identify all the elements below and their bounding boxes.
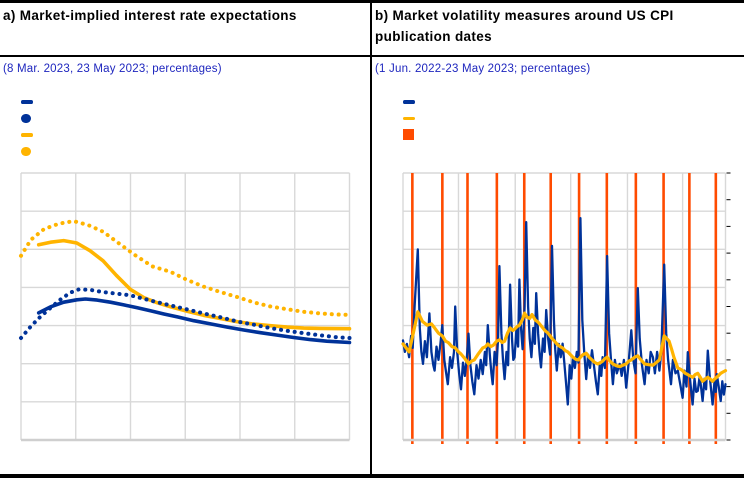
yellow-solid-line-dash-marker bbox=[21, 133, 33, 137]
legend-item-blue-dotted-line bbox=[21, 110, 33, 126]
yellow-dotted-line-dot-marker bbox=[21, 146, 31, 157]
panel-b: b) Market volatility measures around US … bbox=[372, 0, 744, 478]
panel-b-title: b) Market volatility measures around US … bbox=[375, 8, 674, 44]
legend-item-yellow-solid-line bbox=[21, 127, 33, 143]
panel-a-title-rule bbox=[0, 55, 370, 57]
panel-b-chart bbox=[400, 172, 730, 444]
cpi-date-band-square-marker bbox=[402, 129, 414, 141]
blue-dotted-line-dot-marker bbox=[21, 113, 31, 124]
blue-line-dash-marker bbox=[402, 100, 415, 104]
legend-item-cpi-date-band bbox=[402, 127, 415, 143]
panel-divider bbox=[369, 0, 372, 478]
yellow-line-dash-marker bbox=[402, 116, 415, 121]
legend-item-yellow-dotted-line bbox=[21, 143, 33, 159]
top-border bbox=[0, 0, 744, 3]
panel-a-subtitle: (8 Mar. 2023, 23 May 2023; percentages) bbox=[3, 63, 222, 75]
panel-a-chart bbox=[18, 172, 351, 442]
legend-item-yellow-line bbox=[402, 110, 415, 126]
panel-a-title: a) Market-implied interest rate expectat… bbox=[3, 8, 297, 23]
panel-a-legend bbox=[21, 94, 33, 160]
panel-b-subtitle: (1 Jun. 2022-23 May 2023; percentages) bbox=[375, 63, 591, 75]
panel-b-title-rule bbox=[372, 55, 744, 57]
blue-solid-line-dash-marker bbox=[21, 100, 33, 104]
legend-item-blue-line bbox=[402, 94, 415, 110]
legend-item-blue-solid-line bbox=[21, 94, 33, 110]
bottom-border bbox=[0, 474, 744, 478]
panel-b-legend bbox=[402, 94, 415, 143]
panel-a: a) Market-implied interest rate expectat… bbox=[0, 0, 370, 478]
